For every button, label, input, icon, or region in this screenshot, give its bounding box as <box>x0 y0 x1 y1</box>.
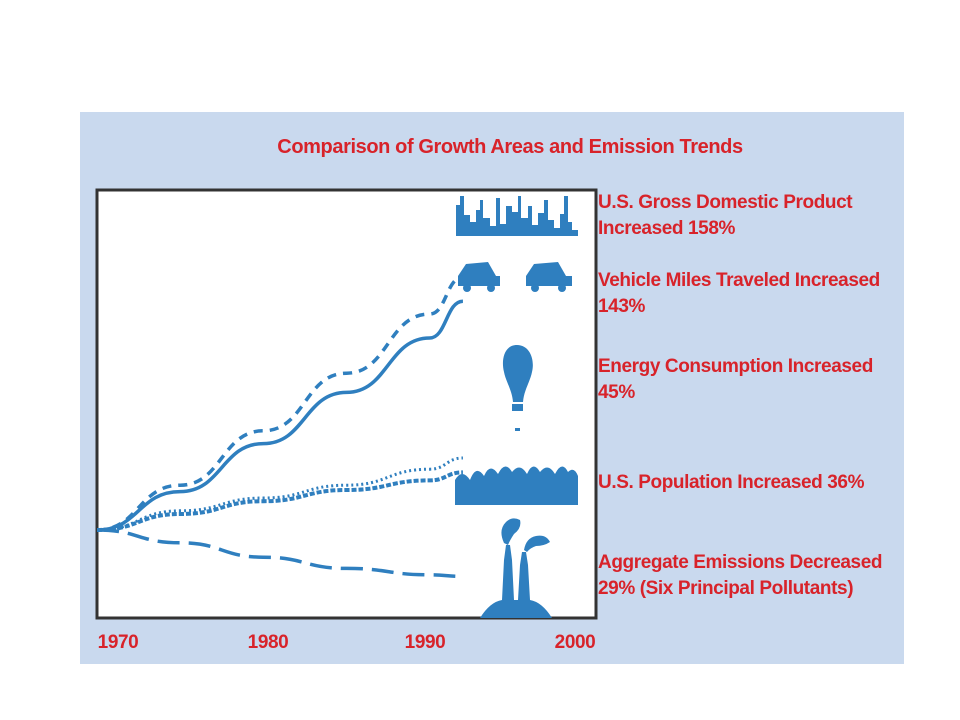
label-gdp-line1: U.S. Gross Domestic Product <box>598 192 853 213</box>
label-population: U.S. Population Increased 36% <box>598 470 888 496</box>
light-bulb-icon <box>502 345 533 431</box>
label-energy-line1: Energy Consumption Increased <box>598 356 873 377</box>
smokestack-icon <box>480 518 552 618</box>
x-tick-label: 1970 <box>97 632 139 653</box>
label-energy: Energy Consumption Increased 45% <box>598 354 888 406</box>
car-icon <box>458 262 572 292</box>
series-line-4 <box>96 470 464 532</box>
series-line-1 <box>96 275 464 532</box>
label-gdp-line2: Increased 158% <box>598 218 735 239</box>
x-tick-label: 1990 <box>404 632 446 653</box>
series-line-2 <box>96 299 464 532</box>
label-vmt: Vehicle Miles Traveled Increased 143% <box>598 268 888 320</box>
label-vmt-line2: 143% <box>598 296 645 317</box>
crowd-icon <box>455 466 578 505</box>
label-vmt-line1: Vehicle Miles Traveled Increased <box>598 270 880 291</box>
label-energy-line2: 45% <box>598 382 635 403</box>
label-emissions: Aggregate Emissions Decreased 29% (Six P… <box>598 550 888 602</box>
label-emissions-line1: Aggregate Emissions Decreased <box>598 552 883 573</box>
x-tick-label: 1980 <box>247 632 289 653</box>
x-tick-label: 2000 <box>554 632 596 653</box>
label-emissions-line2: 29% (Six Principal Pollutants) <box>598 578 854 599</box>
series-line-5 <box>96 528 463 579</box>
chart-title: Comparison of Growth Areas and Emission … <box>277 136 743 158</box>
label-gdp: U.S. Gross Domestic Product Increased 15… <box>598 190 888 242</box>
label-population-line1: U.S. Population Increased 36% <box>598 472 865 493</box>
series-line-3 <box>96 456 464 532</box>
city-skyline-icon <box>456 196 578 236</box>
